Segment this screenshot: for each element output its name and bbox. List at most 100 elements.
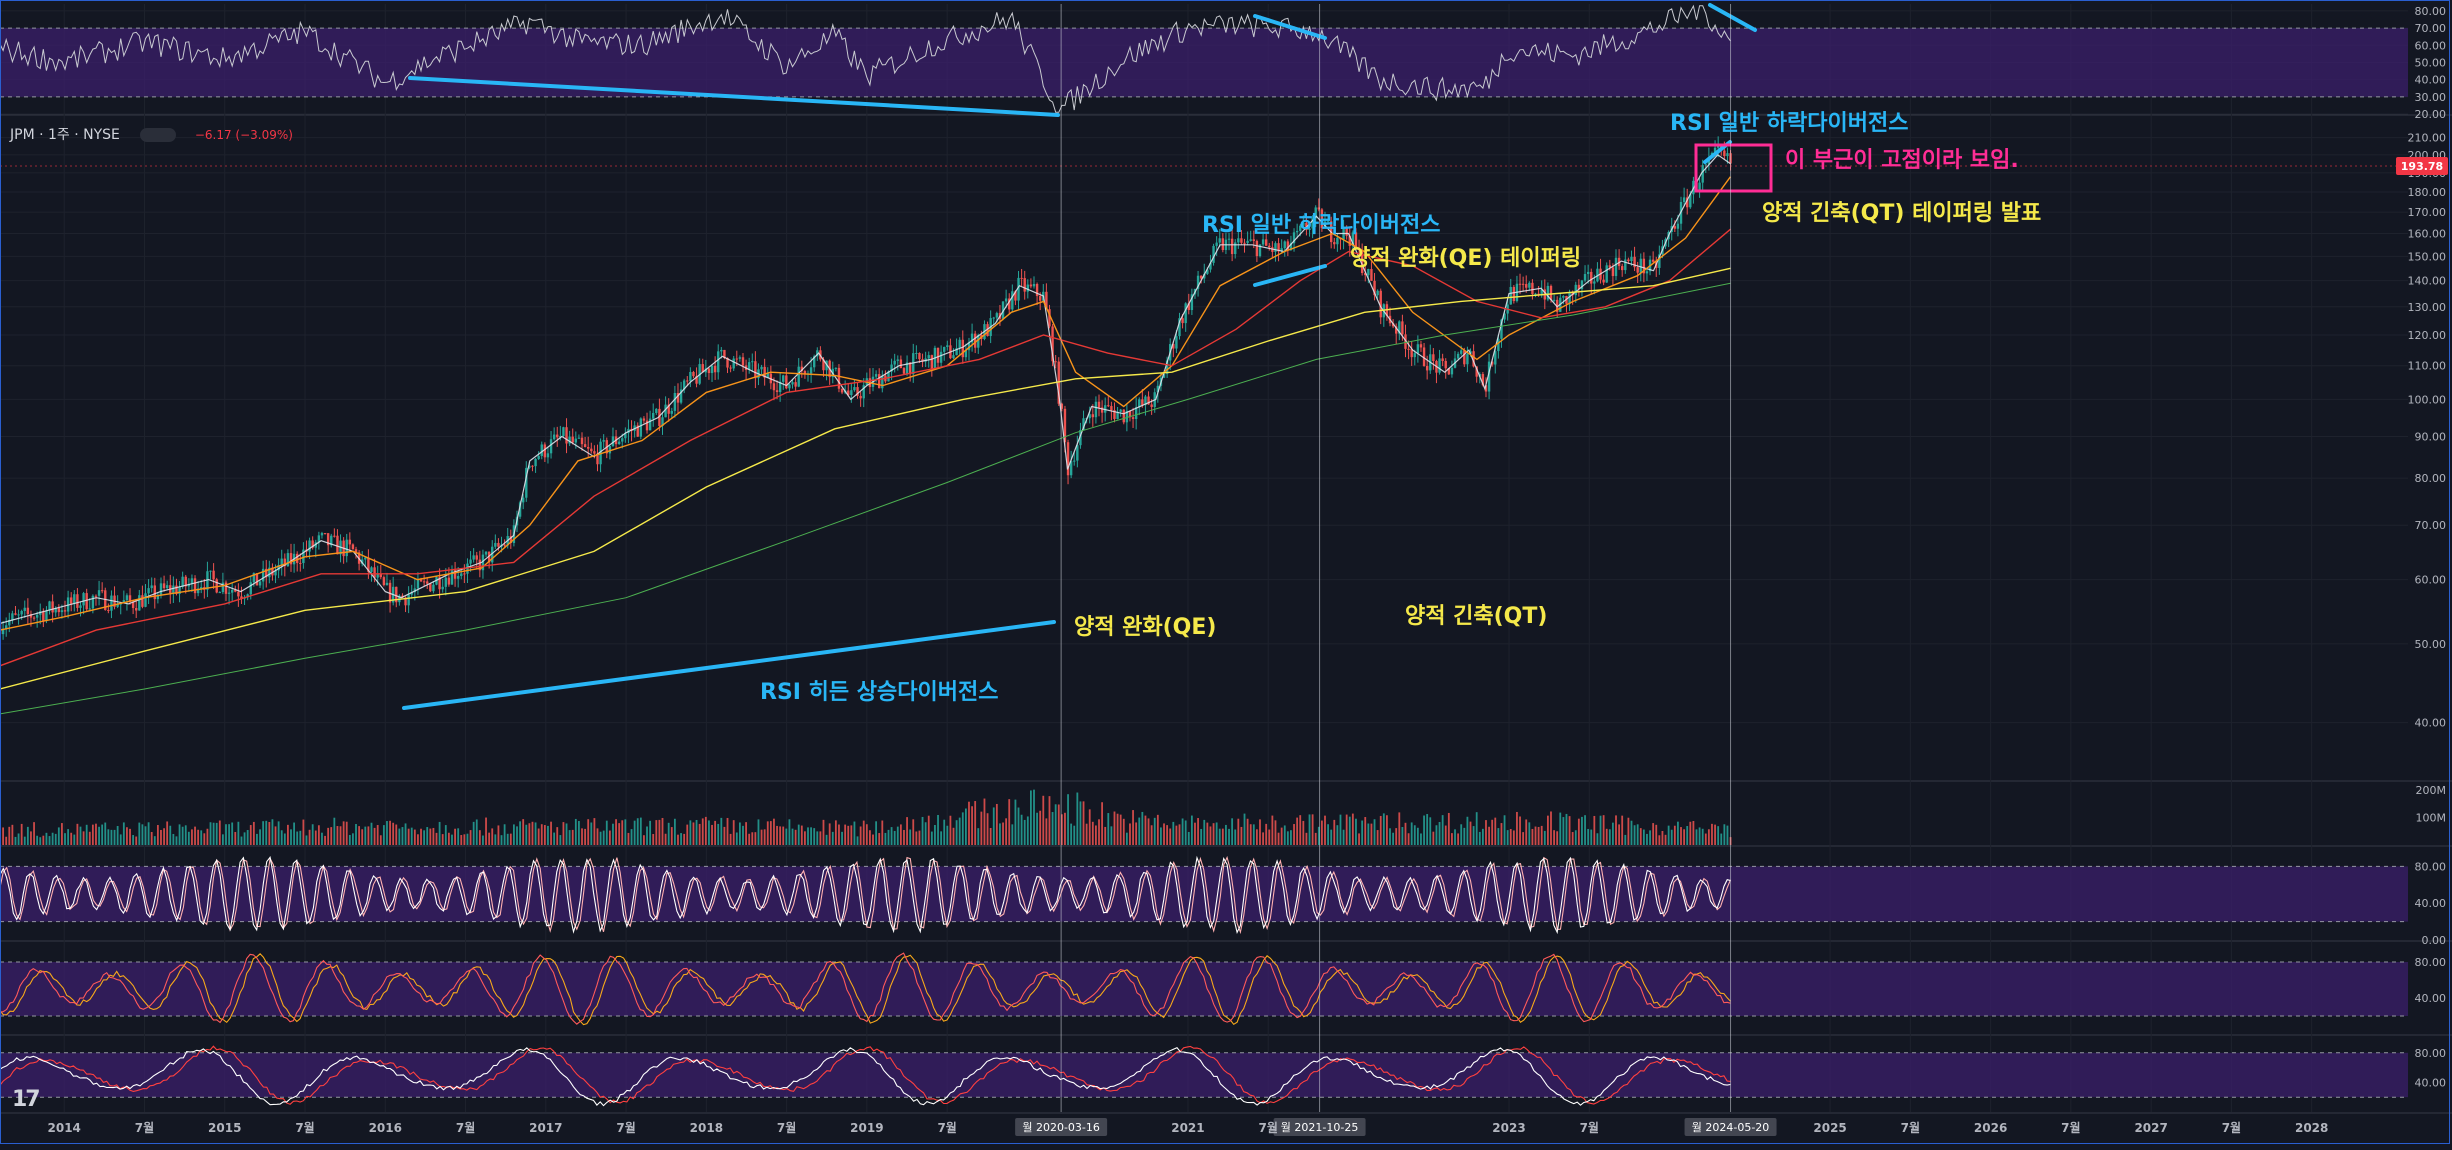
y-tick-label: 200M — [2416, 784, 2447, 797]
candle-body — [970, 333, 974, 343]
volume-bar — [1522, 832, 1525, 845]
volume-bar — [1255, 829, 1258, 845]
candle-body — [478, 559, 482, 571]
candle-body — [1549, 285, 1553, 300]
volume-bar — [509, 833, 512, 845]
volume-bar — [1342, 829, 1345, 845]
candle-body — [850, 390, 853, 396]
volume-bar — [277, 821, 280, 845]
candle-body — [1218, 238, 1221, 243]
candle-body — [1404, 334, 1407, 349]
candle-body — [422, 581, 426, 583]
candle-body — [1651, 259, 1655, 262]
candle-body — [438, 577, 441, 590]
candle-body — [280, 558, 283, 565]
volume-bar — [1166, 825, 1169, 845]
volume-bar — [1067, 794, 1069, 845]
volume-bar — [680, 833, 682, 845]
candle-body — [466, 563, 469, 574]
candle-body — [692, 371, 695, 377]
candle-body — [726, 357, 729, 368]
volume-bar — [1584, 815, 1586, 845]
candle-body — [45, 610, 48, 622]
volume-bar — [1358, 833, 1360, 845]
overbought-oversold-band — [0, 1052, 2408, 1098]
candle-body — [1602, 279, 1605, 283]
overbought-oversold-band — [0, 962, 2408, 1016]
candle-body — [97, 590, 101, 596]
candle-body — [624, 433, 627, 439]
candle-body — [834, 367, 838, 369]
y-tick-label: 50.00 — [2415, 56, 2447, 69]
y-tick-label: 160.00 — [2408, 228, 2447, 241]
volume-bar — [751, 832, 754, 845]
volume-bar — [1426, 814, 1429, 845]
volume-bar — [339, 826, 342, 845]
volume-bar — [838, 824, 840, 845]
volume-bar — [1373, 819, 1376, 845]
volume-bar — [237, 821, 240, 845]
toggle-pill[interactable] — [140, 128, 177, 142]
volume-bar — [1002, 822, 1004, 845]
volume-bar — [1203, 819, 1206, 845]
volume-bar — [872, 834, 874, 845]
volume-bar — [1630, 820, 1633, 845]
candle-body — [175, 585, 178, 594]
volume-bar — [878, 833, 881, 845]
volume-bar — [556, 827, 559, 845]
volume-bar — [441, 834, 444, 845]
candle-body — [775, 390, 779, 393]
volume-bar — [1673, 825, 1676, 845]
candle-body — [1292, 232, 1296, 244]
volume-bar — [132, 835, 135, 845]
candle-body — [1038, 296, 1042, 301]
candle-body — [271, 567, 274, 576]
volume-bar — [574, 818, 577, 845]
candle-body — [559, 435, 562, 438]
volume-bar — [1029, 790, 1032, 845]
volume-bar — [1655, 824, 1658, 845]
candle-body — [4, 625, 8, 629]
candle-body — [370, 567, 373, 572]
candle-body — [1079, 429, 1082, 446]
volume-bar — [980, 811, 983, 845]
candle-body — [1026, 284, 1030, 292]
volume-bar — [1416, 827, 1419, 845]
candle-body — [1546, 285, 1550, 300]
volume-bar — [1228, 828, 1230, 845]
candle-body — [1395, 326, 1398, 334]
tradingview-logo-icon[interactable]: 17 — [12, 1087, 41, 1112]
volume-bar — [1122, 818, 1125, 845]
candle-body — [1484, 385, 1488, 392]
price-series-line-2 — [0, 228, 1731, 667]
volume-bar — [550, 821, 552, 845]
candle-body — [187, 584, 191, 587]
volume-bar — [1129, 823, 1131, 845]
candle-body — [1212, 245, 1215, 263]
candle-body — [521, 497, 525, 503]
candle-body — [1630, 256, 1633, 262]
candle-body — [1503, 313, 1506, 320]
event-date-chip — [1273, 1118, 1366, 1136]
volume-bar — [742, 825, 744, 845]
candle-body — [822, 359, 825, 371]
volume-bar — [831, 831, 834, 845]
candle-body — [788, 384, 791, 389]
volume-bar — [110, 829, 113, 845]
volume-bar — [881, 820, 884, 845]
candle-body — [1274, 243, 1277, 252]
volume-bar — [1423, 815, 1425, 845]
candle-body — [518, 502, 522, 517]
candle-body — [1240, 238, 1243, 243]
volume-bar — [909, 829, 912, 845]
volume-bar — [324, 835, 326, 845]
candle-body — [453, 569, 457, 579]
candle-body — [1054, 361, 1057, 363]
candle-body — [658, 408, 661, 426]
candle-body — [1345, 227, 1348, 236]
volume-bar — [844, 824, 847, 845]
candle-body — [741, 357, 745, 366]
volume-bar — [513, 824, 515, 845]
